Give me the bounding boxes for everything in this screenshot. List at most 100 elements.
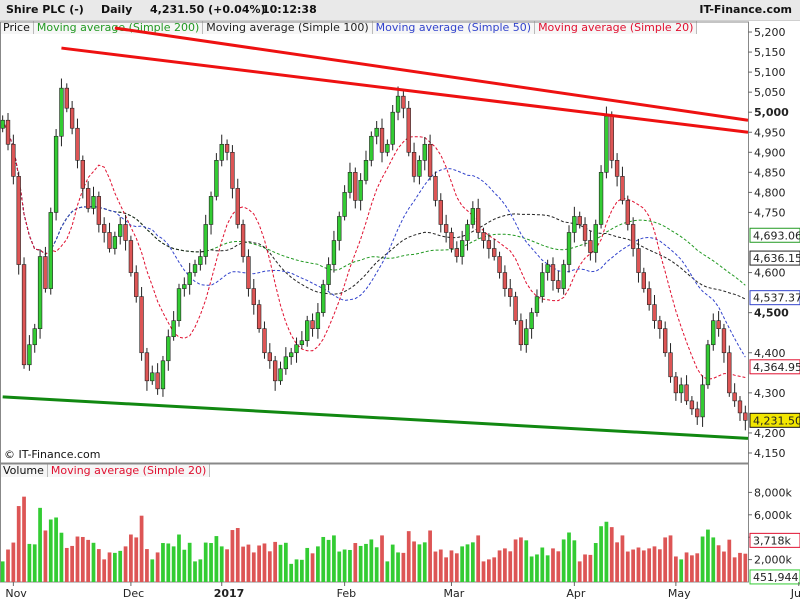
candle bbox=[422, 143, 427, 161]
volume-bar bbox=[487, 559, 491, 582]
volume-bar bbox=[695, 553, 700, 582]
candle bbox=[214, 160, 219, 197]
volume-bar bbox=[738, 552, 742, 582]
candle bbox=[534, 296, 540, 313]
volume-bar bbox=[166, 543, 171, 582]
price-value-label: 4,364.95 bbox=[753, 361, 800, 374]
volume-bar bbox=[380, 535, 384, 582]
candle bbox=[224, 143, 230, 153]
candle bbox=[107, 232, 112, 249]
price-tick-label: 4,300 bbox=[754, 387, 786, 400]
candle bbox=[459, 240, 465, 257]
candle bbox=[374, 127, 379, 137]
volume-bar bbox=[80, 536, 85, 582]
price-value-box bbox=[749, 250, 800, 266]
legend-entry-price[interactable]: Price bbox=[0, 21, 34, 34]
volume-bar bbox=[625, 551, 630, 582]
candle bbox=[721, 328, 727, 354]
volume-bar bbox=[273, 541, 278, 582]
volume-bar bbox=[102, 559, 107, 582]
candle bbox=[91, 196, 96, 209]
volume-bar bbox=[390, 544, 395, 582]
candle bbox=[278, 368, 283, 382]
candle bbox=[486, 240, 492, 249]
volume-bar bbox=[438, 549, 443, 582]
volume-bar bbox=[406, 531, 411, 582]
candle bbox=[438, 200, 443, 225]
legend-entry-volume[interactable]: Volume bbox=[0, 464, 48, 477]
candle bbox=[668, 352, 673, 378]
volume-bar bbox=[241, 546, 245, 582]
title-bar: Shire PLC (-) Daily 4,231.50 (+0.04%) 10… bbox=[0, 0, 800, 21]
volume-bar bbox=[267, 551, 272, 582]
candle bbox=[684, 384, 689, 402]
candle bbox=[518, 320, 524, 346]
candle bbox=[283, 356, 289, 370]
time-tick-label: Nov bbox=[5, 587, 27, 600]
volume-bar bbox=[214, 536, 219, 582]
candle bbox=[411, 151, 417, 177]
price-tick-label: 5,050 bbox=[754, 86, 786, 99]
volume-bar bbox=[91, 542, 96, 582]
volume-bar bbox=[332, 535, 336, 582]
candle bbox=[401, 95, 406, 109]
volume-bar bbox=[492, 557, 497, 582]
candle bbox=[443, 224, 449, 233]
watermark: © IT-Finance.com bbox=[4, 448, 101, 461]
volume-value-box bbox=[749, 569, 800, 585]
candle bbox=[21, 264, 27, 366]
candle bbox=[310, 320, 315, 329]
volume-bar bbox=[545, 555, 550, 582]
volume-tick-label: 2,000k bbox=[754, 554, 792, 567]
candle bbox=[582, 224, 588, 241]
candle bbox=[326, 264, 331, 285]
price-tick-label: 4,600 bbox=[754, 267, 786, 280]
legend-entry-ma100[interactable]: Moving average (Simple 100) bbox=[203, 21, 373, 34]
price-value-box bbox=[749, 290, 800, 306]
volume-bar bbox=[294, 559, 299, 582]
volume-bar bbox=[358, 545, 363, 582]
candle bbox=[540, 272, 545, 297]
candle bbox=[417, 160, 422, 177]
candle bbox=[630, 224, 636, 249]
candle bbox=[652, 304, 657, 321]
candle bbox=[5, 119, 11, 145]
volume-bar bbox=[609, 527, 614, 582]
candle bbox=[0, 119, 5, 129]
volume-bar bbox=[203, 542, 208, 582]
candle bbox=[561, 264, 566, 289]
candle bbox=[379, 127, 385, 153]
time-tick-label: May bbox=[668, 587, 691, 600]
candle bbox=[171, 320, 176, 338]
candle bbox=[53, 135, 59, 213]
volume-bar bbox=[722, 551, 726, 582]
candle bbox=[695, 408, 700, 418]
candle bbox=[470, 208, 476, 225]
candle bbox=[390, 111, 395, 145]
volume-bar bbox=[535, 554, 539, 582]
legend-entry-ma20[interactable]: Moving average (Simple 20) bbox=[535, 21, 698, 34]
volume-bar bbox=[417, 544, 422, 582]
volume-bar bbox=[732, 557, 737, 582]
volume-bar bbox=[604, 521, 609, 582]
candle bbox=[59, 87, 64, 137]
volume-bar bbox=[412, 541, 416, 582]
candle bbox=[43, 256, 48, 289]
candle bbox=[331, 240, 337, 265]
volume-bar bbox=[369, 539, 374, 582]
candle bbox=[556, 280, 561, 289]
volume-bar bbox=[107, 552, 112, 582]
volume-bar bbox=[663, 537, 668, 582]
legend-entry-ma50[interactable]: Moving average (Simple 50) bbox=[372, 21, 536, 34]
candle bbox=[705, 344, 711, 386]
legend-entry-vma20[interactable]: Moving average (Simple 20) bbox=[47, 464, 211, 477]
volume-bar bbox=[219, 546, 224, 582]
volume-bar bbox=[246, 544, 251, 582]
volume-bar bbox=[449, 550, 454, 582]
candle bbox=[508, 288, 513, 297]
volume-bar bbox=[497, 550, 502, 582]
candle bbox=[529, 312, 534, 329]
moving-averages bbox=[2, 119, 746, 380]
price-value-label: 4,693.06 bbox=[753, 229, 800, 242]
